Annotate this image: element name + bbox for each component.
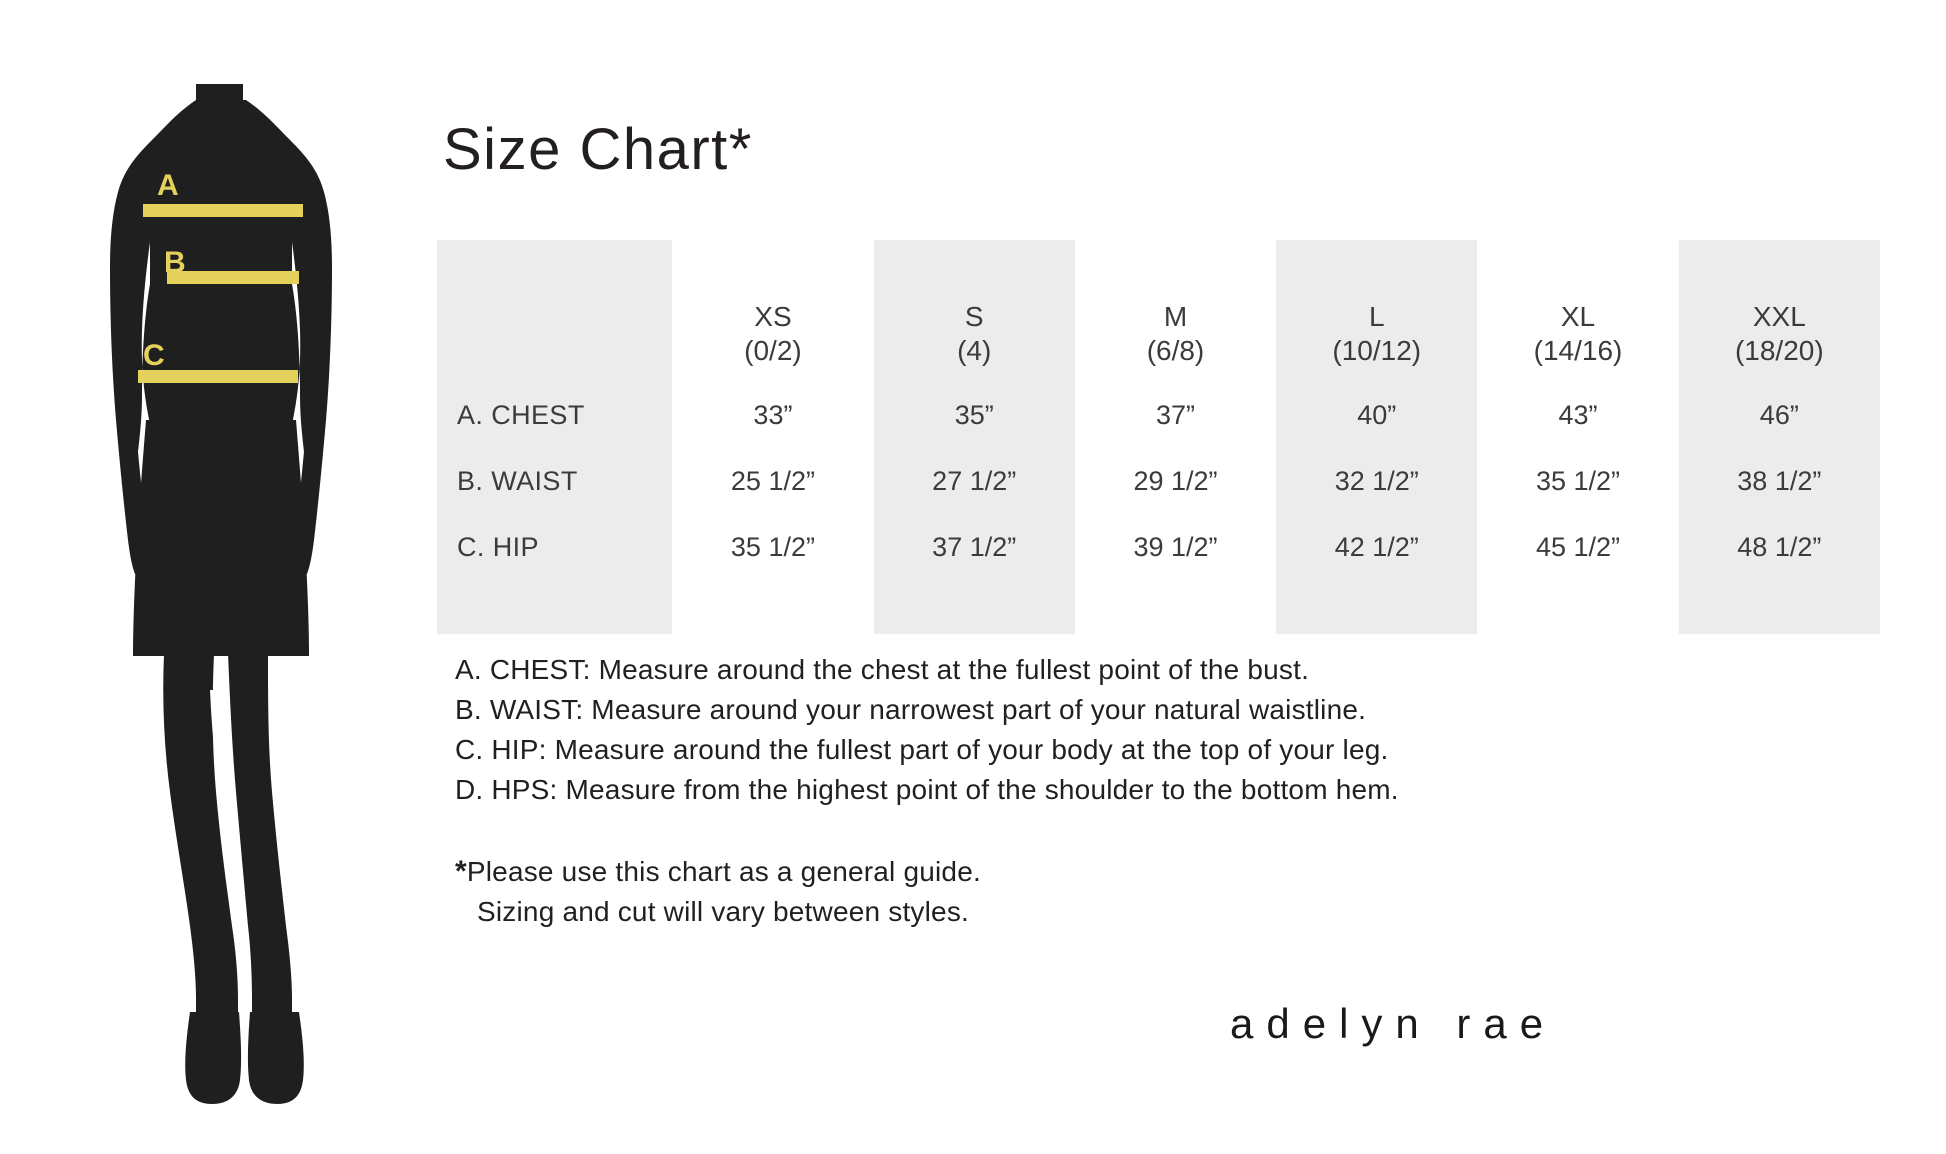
header-pad-xs <box>672 240 874 268</box>
instruction-chest: A. CHEST: Measure around the chest at th… <box>455 654 1310 685</box>
mannequin-figure-panel: A B C <box>0 0 420 1154</box>
instruction-waist: B. WAIST: Measure around your narrowest … <box>455 694 1367 725</box>
marker-label-a: A <box>157 169 179 202</box>
cell-waist-xxl: 38 1/2” <box>1678 448 1880 514</box>
table-header-row <box>437 240 1880 268</box>
cell-chest-xs: 33” <box>672 382 874 448</box>
hip-measure-bar <box>138 370 298 383</box>
footnote: *Please use this chart as a general guid… <box>455 852 1355 932</box>
table-row: B. WAIST 25 1/2” 27 1/2” 29 1/2” 32 1/2”… <box>437 448 1880 514</box>
cell-hip-xs: 35 1/2” <box>672 514 874 580</box>
size-header-l: L (10/12) <box>1276 268 1478 382</box>
row-label-chest: A. CHEST <box>437 382 673 448</box>
instruction-hps: D. HPS: Measure from the highest point o… <box>455 774 1399 805</box>
size-name-xxl: XXL <box>1752 300 1806 332</box>
size-header-xl: XL (14/16) <box>1477 268 1679 382</box>
marker-label-b: B <box>164 246 186 279</box>
size-header-xxl: XXL (18/20) <box>1678 268 1880 382</box>
brand-logo: adelyn rae <box>1230 1000 1557 1047</box>
header-pad-m <box>1074 240 1277 268</box>
pad-bottom-l <box>1276 580 1478 634</box>
size-header-xs: XS (0/2) <box>672 268 874 382</box>
size-numeric-xl: (14/16) <box>1533 335 1623 366</box>
cell-waist-xl: 35 1/2” <box>1477 448 1679 514</box>
cell-hip-xl: 45 1/2” <box>1477 514 1679 580</box>
header-pad-s <box>873 240 1075 268</box>
marker-label-c: C <box>143 339 165 372</box>
cell-waist-m: 29 1/2” <box>1074 448 1277 514</box>
header-pad-xxl <box>1678 240 1880 268</box>
cell-waist-l: 32 1/2” <box>1276 448 1478 514</box>
measurement-bars <box>138 204 303 383</box>
cell-chest-m: 37” <box>1074 382 1277 448</box>
measurement-instructions: A. CHEST: Measure around the chest at th… <box>455 650 1655 810</box>
size-name-xl: XL <box>1560 300 1596 332</box>
footnote-text-1: Please use this chart as a general guide… <box>466 856 981 887</box>
cell-hip-s: 37 1/2” <box>873 514 1075 580</box>
table-size-row: XS (0/2) S (4) M (6/8) L (10/12) XL (14/… <box>437 268 1880 382</box>
table-bottom-pad-row <box>437 580 1880 634</box>
asterisk-icon: * <box>455 855 467 888</box>
size-header-s: S (4) <box>873 268 1075 382</box>
mannequin-silhouette <box>110 84 332 1104</box>
row-label-hip: C. HIP <box>437 514 673 580</box>
footnote-line-2: Sizing and cut will vary between styles. <box>477 896 969 927</box>
size-name-xs: XS <box>754 300 792 332</box>
instruction-hip: C. HIP: Measure around the fullest part … <box>455 734 1389 765</box>
pad-bottom-xxl <box>1678 580 1880 634</box>
header-corner-cell <box>437 240 673 268</box>
page-title: Size Chart* <box>443 117 753 182</box>
header-pad-xl <box>1477 240 1679 268</box>
size-name-s: S <box>964 300 984 332</box>
cell-hip-l: 42 1/2” <box>1276 514 1478 580</box>
pad-bottom-label <box>437 580 673 634</box>
pad-bottom-s <box>873 580 1075 634</box>
mannequin-illustration: A B C <box>110 84 332 1104</box>
size-numeric-xxl: (18/20) <box>1734 335 1824 366</box>
pad-bottom-xl <box>1477 580 1679 634</box>
cell-hip-m: 39 1/2” <box>1074 514 1277 580</box>
footnote-line-1: *Please use this chart as a general guid… <box>455 852 1355 892</box>
size-numeric-s: (4) <box>957 335 992 366</box>
table-row: A. CHEST 33” 35” 37” 40” 43” 46” <box>437 382 1880 448</box>
size-header-m: M (6/8) <box>1074 268 1277 382</box>
cell-chest-xl: 43” <box>1477 382 1679 448</box>
header-pad-l <box>1276 240 1478 268</box>
size-name-l: L <box>1368 300 1385 332</box>
chest-measure-bar <box>143 204 303 217</box>
size-numeric-m: (6/8) <box>1146 335 1205 366</box>
cell-waist-xs: 25 1/2” <box>672 448 874 514</box>
pad-bottom-m <box>1074 580 1277 634</box>
size-numeric-xs: (0/2) <box>744 335 802 366</box>
size-header-blank <box>437 268 673 382</box>
cell-chest-xxl: 46” <box>1678 382 1880 448</box>
size-name-m: M <box>1163 300 1188 332</box>
waist-measure-bar <box>167 271 299 284</box>
cell-chest-l: 40” <box>1276 382 1478 448</box>
pad-bottom-xs <box>672 580 874 634</box>
cell-chest-s: 35” <box>873 382 1075 448</box>
table-row: C. HIP 35 1/2” 37 1/2” 39 1/2” 42 1/2” 4… <box>437 514 1880 580</box>
cell-waist-s: 27 1/2” <box>873 448 1075 514</box>
size-numeric-l: (10/12) <box>1332 335 1422 366</box>
row-label-waist: B. WAIST <box>437 448 673 514</box>
size-chart-table: XS (0/2) S (4) M (6/8) L (10/12) XL (14/… <box>437 240 1880 634</box>
cell-hip-xxl: 48 1/2” <box>1678 514 1880 580</box>
